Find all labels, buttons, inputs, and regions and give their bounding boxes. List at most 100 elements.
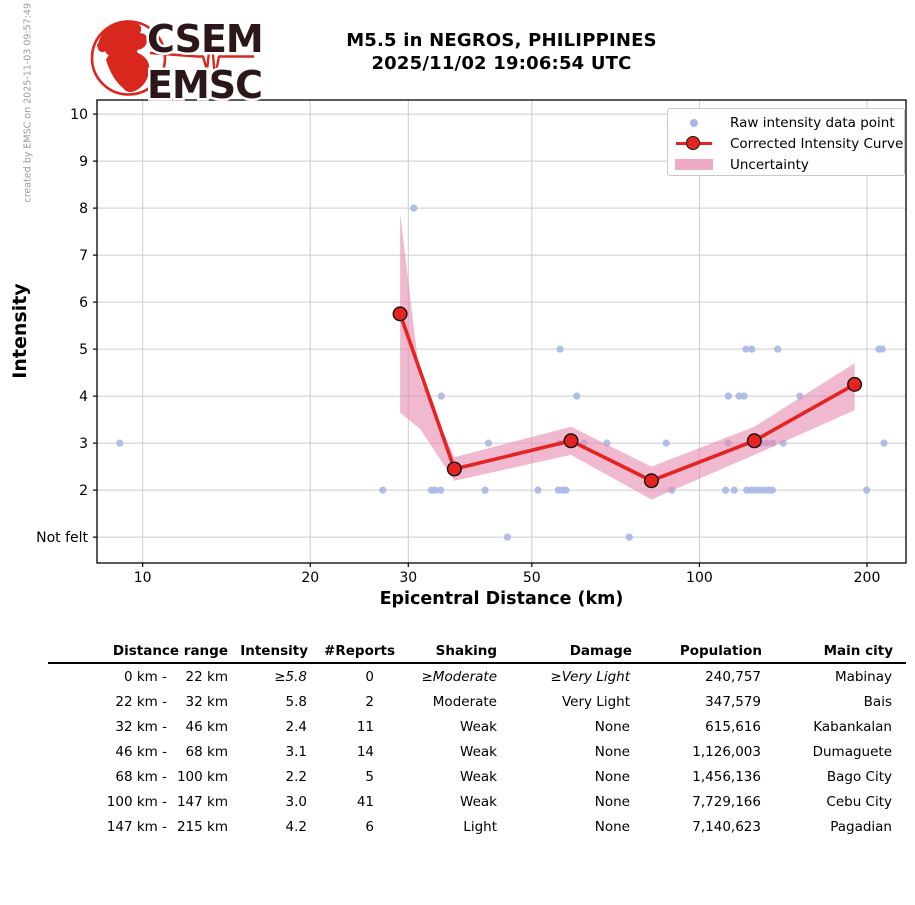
x-tick-label: 200 <box>854 570 881 586</box>
table-cell: 147 km - <box>106 819 167 835</box>
raw-intensity-point <box>556 345 564 353</box>
emsc-logo: CSEM EMSC <box>90 15 266 110</box>
table-cell: 68 km - <box>115 769 167 785</box>
raw-intensity-point <box>730 486 738 494</box>
table-cell: Light <box>463 819 497 835</box>
raw-intensity-point <box>431 486 439 494</box>
raw-intensity-point <box>721 486 730 494</box>
table-cell: 32 km <box>185 694 228 710</box>
raw-intensity-point <box>562 486 570 494</box>
corrected-curve-marker <box>643 473 659 489</box>
table-row: 32 km - 46 km 2.4 11 Weak None 615,616 Kabankal… <box>0 715 915 740</box>
seismogram-icon <box>149 32 254 79</box>
logo-csem-text: CSEM <box>147 17 263 61</box>
corrected-curve-marker <box>847 376 863 392</box>
uncertainty-band <box>400 212 855 500</box>
raw-intensity-point <box>748 345 756 353</box>
x-tick-label: 20 <box>301 570 319 586</box>
table-cell: Dumaguete <box>812 744 892 760</box>
raw-intensity-point <box>880 439 888 447</box>
table-cell: 22 km - <box>115 694 167 710</box>
table-cell: None <box>594 794 630 810</box>
table-cell: Bais <box>863 694 892 710</box>
y-tick-label: 9 <box>79 154 88 170</box>
table-cell: 2.2 <box>285 769 307 785</box>
page-title-line1: M5.5 in NEGROS, PHILIPPINES <box>346 30 657 51</box>
table-cell: 2.4 <box>285 719 307 735</box>
table-cell: 41 <box>356 794 374 810</box>
uncertainty-patch-icon <box>673 159 715 170</box>
table-row: 0 km - 22 km ≥5.8 0 ≥Moderate ≥Very Light 240,… <box>0 665 915 690</box>
raw-intensity-point <box>742 345 750 353</box>
column-header: Main city <box>823 643 893 659</box>
table-cell: 68 km <box>185 744 228 760</box>
table-cell: 0 km - <box>123 669 167 685</box>
x-tick-label: 10 <box>134 570 152 586</box>
raw-intensity-point <box>379 486 387 494</box>
raw-intensity-point <box>116 439 124 447</box>
plot-border <box>96 99 907 564</box>
table-cell: Cebu City <box>826 794 892 810</box>
page-title-line2: 2025/11/02 19:06:54 UTC <box>371 53 632 74</box>
table-cell: 7,729,166 <box>692 794 761 810</box>
corrected-curve-marker <box>446 461 462 477</box>
raw-intensity-point <box>437 486 445 494</box>
legend-item-raw: Raw intensity data point <box>668 112 904 133</box>
table-cell: 615,616 <box>705 719 761 735</box>
x-tick-label: 50 <box>523 570 541 586</box>
corrected-curve-marker <box>392 306 408 322</box>
table-cell: 3.0 <box>285 794 307 810</box>
y-tick-label: 2 <box>79 483 88 499</box>
table-cell: 32 km - <box>115 719 167 735</box>
table-row: 46 km - 68 km 3.1 14 Weak None 1,126,003 Dumagu… <box>0 740 915 765</box>
column-header: Population <box>679 643 762 659</box>
raw-intensity-point <box>410 204 418 212</box>
raw-intensity-point <box>878 345 886 353</box>
table-row: 147 km - 215 km 4.2 6 Light None 7,140,623 Paga… <box>0 815 915 840</box>
y-tick-label: 10 <box>70 107 88 123</box>
logo-emsc-text: EMSC <box>147 63 262 107</box>
table-cell: 347,579 <box>705 694 761 710</box>
raw-intensity-point <box>573 392 581 400</box>
table-cell: ≥Very Light <box>550 669 630 685</box>
legend-item-uncertainty: Uncertainty <box>668 154 904 175</box>
table-cell: Kabankalan <box>813 719 892 735</box>
globe-icon <box>90 20 167 96</box>
table-cell: Bago City <box>826 769 892 785</box>
table-cell: 147 km <box>176 794 228 810</box>
x-axis-label: Epicentral Distance (km) <box>379 589 624 609</box>
table-cell: 46 km <box>185 719 228 735</box>
table-cell: 3.1 <box>285 744 307 760</box>
raw-intensity-point <box>484 439 493 447</box>
raw-intensity-point <box>724 392 732 400</box>
y-tick-label: 5 <box>79 342 88 358</box>
y-tick-label: 7 <box>79 248 88 264</box>
table-cell: Weak <box>460 744 497 760</box>
table-cell: 22 km <box>185 669 228 685</box>
table-cell: 5.8 <box>285 694 307 710</box>
column-header: #Reports <box>324 643 395 659</box>
table-row: 100 km - 147 km 3.0 41 Weak None 7,729,166 Cebu… <box>0 790 915 815</box>
legend-label-uncertainty: Uncertainty <box>730 156 809 173</box>
table-cell: 7,140,623 <box>692 819 761 835</box>
table-cell: 6 <box>365 819 374 835</box>
table-cell: 1,456,136 <box>692 769 761 785</box>
chart-legend: Raw intensity data point Corrected Inten… <box>667 108 905 176</box>
table-cell: 46 km - <box>115 744 167 760</box>
raw-intensity-point <box>437 392 445 400</box>
corrected-curve-marker <box>746 433 762 449</box>
table-cell: 11 <box>356 719 374 735</box>
table-cell: None <box>594 819 630 835</box>
table-cell: 5 <box>365 769 374 785</box>
table-cell: 4.2 <box>285 819 307 835</box>
column-header: Shaking <box>435 643 497 659</box>
table-cell: 14 <box>356 744 374 760</box>
raw-intensity-point <box>863 486 871 494</box>
column-header: Distance range <box>112 643 228 659</box>
raw-intensity-point <box>768 486 776 494</box>
table-cell: Moderate <box>432 694 497 710</box>
table-cell: None <box>594 769 630 785</box>
table-cell: Very Light <box>561 694 630 710</box>
table-cell: 2 <box>365 694 374 710</box>
